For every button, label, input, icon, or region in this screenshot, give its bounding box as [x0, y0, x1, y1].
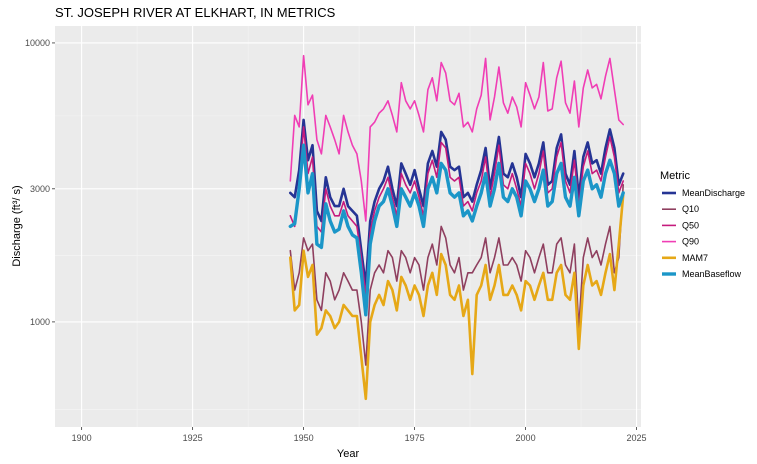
legend-label-q10: Q10: [682, 204, 699, 214]
x-tick-label: 2025: [627, 433, 647, 443]
y-tick-label: 10000: [25, 38, 50, 48]
y-tick-label: 1000: [30, 317, 50, 327]
y-tick-label: 3000: [30, 184, 50, 194]
series-line-meandischarge: [288, 118, 625, 287]
x-tick-label: 1900: [72, 433, 92, 443]
legend-label-meandischarge: MeanDischarge: [682, 188, 745, 198]
x-tick-label: 2000: [516, 433, 536, 443]
y-axis-title: Discharge (ft³/ s): [11, 185, 23, 266]
legend-label-q90: Q90: [682, 237, 699, 247]
x-axis-title: Year: [337, 448, 360, 460]
series-line-mam7: [288, 193, 625, 401]
legend-title: Metric: [660, 170, 690, 182]
legend-label-meanbaseflow: MeanBaseflow: [682, 269, 742, 279]
y-axis: 1000 3000 10000: [25, 38, 55, 327]
chart-title: ST. JOSEPH RIVER AT ELKHART, IN METRICS: [55, 5, 336, 20]
legend: Metric MeanDischarge Q10 Q50 Q90 MAM7 MeanBas…: [660, 170, 745, 279]
x-tick-label: 1975: [405, 433, 425, 443]
x-tick-label: 1925: [183, 433, 203, 443]
legend-label-mam7: MAM7: [682, 253, 708, 263]
x-axis: 1900 1925 1950 1975 2000 2025: [72, 427, 647, 443]
series-line-q90: [289, 54, 625, 222]
grid-major: [55, 26, 641, 427]
legend-label-q50: Q50: [682, 220, 699, 230]
x-tick-label: 1950: [294, 433, 314, 443]
series-line-meanbaseflow: [288, 143, 625, 317]
series-line-q50: [289, 126, 625, 296]
series-layer: [288, 54, 625, 401]
series-line-q10: [289, 184, 625, 366]
